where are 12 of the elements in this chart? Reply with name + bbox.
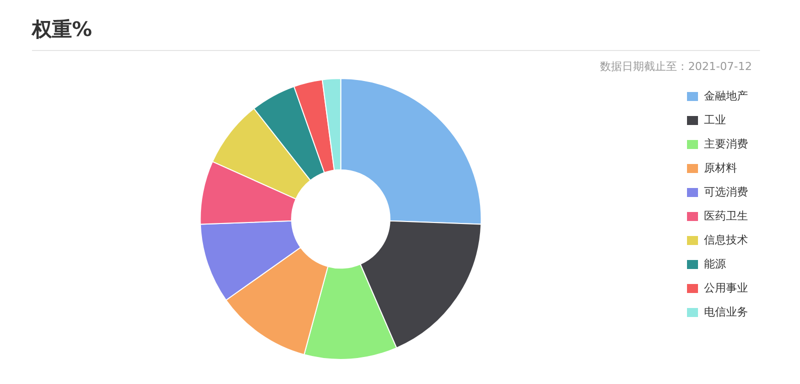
legend-label: 金融地产 [704,89,748,102]
legend-label: 公用事业 [704,281,748,294]
legend-label: 电信业务 [704,305,748,318]
legend-label: 主要消费 [704,137,748,150]
legend-label: 能源 [704,257,726,270]
legend-label: 工业 [704,113,726,126]
legend-label: 可选消费 [704,185,748,198]
legend-label: 信息技术 [704,233,748,246]
chart-title: 权重% [30,16,94,43]
legend-label: 医药卫生 [704,209,748,222]
legend-label: 原材料 [704,161,737,174]
text: 数据日期截止至：2021-07-12 [599,59,753,74]
